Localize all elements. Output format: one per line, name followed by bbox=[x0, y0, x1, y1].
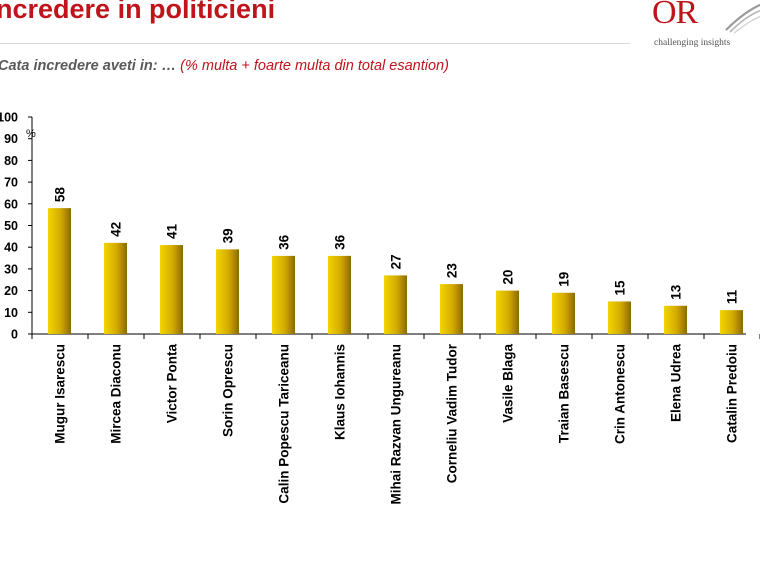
bar bbox=[216, 249, 239, 334]
data-label: 36 bbox=[333, 234, 348, 250]
data-label: 58 bbox=[53, 187, 68, 203]
category-label: Vasile Blaga bbox=[501, 344, 516, 423]
bar bbox=[384, 275, 407, 334]
bar bbox=[552, 292, 575, 334]
category-label: Elena Udrea bbox=[669, 344, 684, 423]
data-label: 42 bbox=[109, 222, 124, 237]
y-tick-label: 10 bbox=[4, 306, 18, 320]
bar bbox=[104, 242, 127, 334]
category-label: Catalin Predoiu bbox=[725, 344, 740, 443]
data-label: 19 bbox=[557, 272, 572, 287]
y-tick-label: 0 bbox=[11, 328, 18, 342]
labels-group: 58 Mugur Isarescu 42 Mircea Diaconu 41 Victor… bbox=[53, 187, 740, 505]
data-label: 36 bbox=[277, 234, 292, 250]
category-label: Traian Basescu bbox=[557, 344, 572, 443]
data-label: 27 bbox=[389, 254, 404, 269]
category-label: Klaus Iohannis bbox=[333, 344, 348, 440]
y-axis-label: % bbox=[26, 128, 36, 140]
category-label: Mihai Razvan Ungureanu bbox=[389, 344, 404, 505]
bar bbox=[160, 245, 183, 334]
data-label: 11 bbox=[725, 289, 740, 304]
chart-subtitle: Cata incredere aveti in: … (% multa + fo… bbox=[0, 58, 449, 74]
category-label: Victor Ponta bbox=[165, 344, 180, 424]
logo-tagline: challenging insights bbox=[654, 38, 731, 48]
data-label: 39 bbox=[221, 228, 236, 243]
y-tick-label: 60 bbox=[4, 197, 18, 211]
bar bbox=[328, 255, 351, 334]
y-tick-label: 20 bbox=[4, 284, 18, 298]
bar bbox=[608, 301, 631, 334]
page-title: ncredere in politicieni bbox=[0, 0, 276, 24]
company-logo: OR challenging insights bbox=[652, 0, 760, 50]
category-label: Calin Popescu Tariceanu bbox=[277, 344, 292, 504]
y-tick-label: 70 bbox=[4, 176, 18, 190]
bar bbox=[48, 208, 71, 334]
y-tick-label: 50 bbox=[4, 219, 18, 233]
data-label: 15 bbox=[613, 280, 628, 296]
subtitle-question: Cata incredere aveti in: … bbox=[0, 58, 177, 74]
y-tick-label: 90 bbox=[4, 132, 18, 146]
bar bbox=[496, 290, 519, 334]
category-label: Sorin Oprescu bbox=[221, 344, 236, 437]
data-label: 23 bbox=[445, 263, 460, 279]
data-label: 41 bbox=[165, 224, 180, 240]
bar bbox=[440, 284, 463, 334]
subtitle-note: (% multa + foarte multa din total esanti… bbox=[180, 58, 449, 74]
logo-mark: OR bbox=[652, 0, 698, 31]
y-tick-label: 80 bbox=[4, 154, 18, 168]
category-label: Mugur Isarescu bbox=[53, 344, 68, 444]
y-tick-label: 30 bbox=[4, 262, 18, 276]
bars-group bbox=[48, 208, 743, 334]
bar bbox=[664, 305, 687, 334]
bar bbox=[720, 310, 743, 334]
category-label: Corneliu Vadim Tudor bbox=[445, 343, 460, 483]
data-label: 20 bbox=[501, 270, 516, 285]
y-tick-label: 100 bbox=[0, 111, 18, 125]
category-label: Mircea Diaconu bbox=[109, 344, 124, 444]
y-tick-label: 40 bbox=[4, 241, 18, 255]
category-label: Crin Antonescu bbox=[613, 344, 628, 444]
bar bbox=[272, 255, 295, 334]
title-divider bbox=[0, 43, 630, 44]
data-label: 13 bbox=[669, 284, 684, 300]
